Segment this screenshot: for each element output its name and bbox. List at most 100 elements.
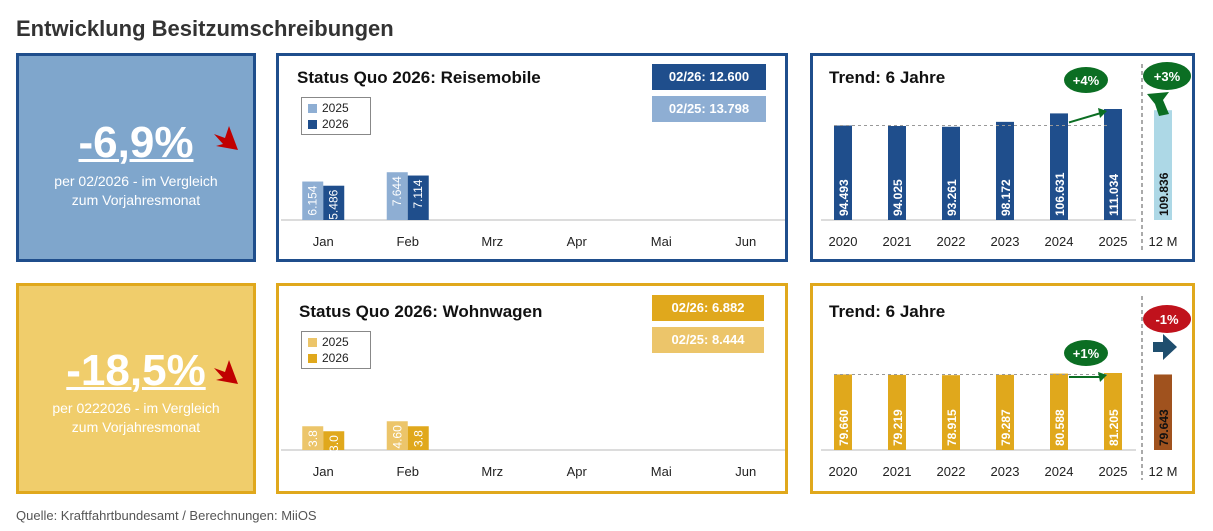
x-tick-label: Apr bbox=[567, 234, 588, 249]
kpi-value: -6,9% bbox=[78, 118, 194, 167]
bar-2026-Jan bbox=[323, 185, 345, 220]
down-right-arrow-icon bbox=[1147, 92, 1169, 116]
bar-2020 bbox=[834, 125, 852, 220]
bar-2025-Feb bbox=[386, 421, 408, 450]
data-label: 109.836 bbox=[1157, 172, 1171, 216]
x-tick-label: Jan bbox=[313, 234, 334, 249]
bar-2024 bbox=[1050, 113, 1068, 220]
x-tick-label: 12 M bbox=[1149, 464, 1178, 479]
kpi-desc-line2: zum Vorjahresmonat bbox=[71, 419, 201, 435]
status-chart-reisemobile: Jan 6.154 5.486 Feb 7.644 7.114 Mrz Apr Mai Jun bbox=[281, 172, 785, 249]
bar-2026-Feb bbox=[407, 426, 429, 450]
data-label: 80.588 bbox=[1053, 409, 1067, 446]
data-label: 4.60 bbox=[390, 425, 404, 449]
panel-title: Trend: 6 Jahre bbox=[829, 68, 946, 87]
legend-item-2026: 2026 bbox=[308, 116, 364, 132]
badge-6y-label: +1% bbox=[1073, 346, 1100, 361]
bar-2020 bbox=[834, 374, 852, 450]
page-title: Entwicklung Besitzumschreibungen bbox=[16, 16, 394, 41]
x-tick-label: Feb bbox=[397, 234, 419, 249]
kpi-desc-line2: zum Vorjahresmonat bbox=[71, 192, 201, 208]
bar-12 M bbox=[1154, 110, 1172, 220]
data-label: 81.205 bbox=[1107, 409, 1121, 446]
x-tick-label: 2024 bbox=[1045, 464, 1074, 479]
badge-6y-label: +4% bbox=[1073, 73, 1100, 88]
data-label: 79.643 bbox=[1157, 409, 1171, 446]
trend-chart-wohnwagen: 2020 79.660 2021 79.219 2022 78.915 2023 79.287… bbox=[821, 296, 1191, 480]
bar-2026-Jan bbox=[323, 431, 345, 450]
data-label: 94.493 bbox=[837, 179, 851, 216]
x-tick-label: 2022 bbox=[937, 234, 966, 249]
bar-12 M bbox=[1154, 374, 1172, 450]
bar-2025-Jan bbox=[302, 426, 324, 450]
bar-2025-Jan bbox=[302, 181, 324, 220]
chart-legend: 2025 2026 bbox=[301, 97, 371, 135]
x-tick-label: 2023 bbox=[991, 234, 1020, 249]
bar-2021 bbox=[888, 126, 906, 220]
trend-panel-wohnwagen: Trend: 6 Jahre 2020 79.660 2021 79.219 2022 7… bbox=[810, 283, 1195, 494]
right-arrow-icon bbox=[1153, 334, 1177, 360]
x-tick-label: Feb bbox=[397, 464, 419, 479]
x-tick-label: 12 M bbox=[1149, 234, 1178, 249]
x-tick-label: Jan bbox=[313, 464, 334, 479]
kpi-value: -18,5% bbox=[66, 346, 206, 395]
tag-2026: 02/26: 6.882 bbox=[652, 295, 764, 321]
data-label: 98.172 bbox=[999, 179, 1013, 216]
status-panel-reisemobile: Status Quo 2026: Reisemobile 02/26: 12.6… bbox=[276, 53, 788, 262]
trend-panel-reisemobile: Trend: 6 Jahre 2020 94.493 2021 94.025 2022 9… bbox=[810, 53, 1195, 262]
data-label: 94.025 bbox=[891, 179, 905, 216]
legend-item-2025: 2025 bbox=[308, 100, 364, 116]
trend-arrow-icon bbox=[1098, 108, 1107, 118]
data-label: 7.114 bbox=[411, 179, 425, 208]
kpi-wohnwagen: -18,5% per 0222026 - im Vergleich zum Vo… bbox=[16, 283, 256, 494]
x-tick-label: Mrz bbox=[481, 464, 503, 479]
panel-title: Trend: 6 Jahre bbox=[829, 302, 946, 321]
down-arrow-icon bbox=[214, 360, 238, 384]
data-label: 111.034 bbox=[1107, 174, 1121, 216]
x-tick-label: Apr bbox=[567, 464, 588, 479]
trend-arrow-line bbox=[1068, 112, 1102, 124]
chart-legend: 2025 2026 bbox=[301, 331, 371, 369]
badge-12m bbox=[1143, 62, 1191, 90]
badge-12m-label: -1% bbox=[1155, 312, 1179, 327]
kpi-reisemobile: -6,9% per 02/2026 - im Vergleich zum Vor… bbox=[16, 53, 256, 262]
x-tick-label: Mrz bbox=[481, 234, 503, 249]
data-label: 106.631 bbox=[1053, 172, 1067, 216]
bar-2022 bbox=[942, 126, 960, 220]
tag-2026: 02/26: 12.600 bbox=[652, 64, 766, 90]
x-tick-label: Jun bbox=[735, 234, 756, 249]
data-label: 93.261 bbox=[945, 179, 959, 216]
bar-2025 bbox=[1104, 109, 1122, 220]
data-label: 7.644 bbox=[390, 176, 404, 206]
bar-2023 bbox=[996, 374, 1014, 450]
tag-2025: 02/25: 13.798 bbox=[652, 96, 766, 122]
x-tick-label: Jun bbox=[735, 464, 756, 479]
status-chart-wohnwagen: Jan 3.8 3.0 Feb 4.60 3.8 Mrz Apr Mai Jun bbox=[281, 421, 785, 479]
data-label: 3.0 bbox=[327, 435, 341, 452]
legend-item-2025: 2025 bbox=[308, 334, 364, 350]
x-tick-label: 2020 bbox=[829, 234, 858, 249]
bar-2025 bbox=[1104, 373, 1122, 450]
x-tick-label: 2023 bbox=[991, 464, 1020, 479]
panel-title: Status Quo 2026: Wohnwagen bbox=[299, 302, 543, 321]
x-tick-label: 2022 bbox=[937, 464, 966, 479]
x-tick-label: Mai bbox=[651, 234, 672, 249]
source-note: Quelle: Kraftfahrtbundesamt / Berechnung… bbox=[16, 508, 317, 523]
status-panel-wohnwagen: Status Quo 2026: Wohnwagen 02/26: 6.882 … bbox=[276, 283, 788, 494]
tag-2025: 02/25: 8.444 bbox=[652, 327, 764, 353]
kpi-desc-line1: per 02/2026 - im Vergleich bbox=[54, 173, 218, 189]
badge-6y bbox=[1064, 67, 1108, 93]
data-label: 78.915 bbox=[945, 409, 959, 446]
bar-2022 bbox=[942, 375, 960, 450]
panel-title: Status Quo 2026: Reisemobile bbox=[297, 68, 541, 87]
data-label: 6.154 bbox=[306, 185, 320, 215]
x-tick-label: Mai bbox=[651, 464, 672, 479]
data-label: 79.219 bbox=[891, 409, 905, 446]
down-arrow-icon bbox=[214, 126, 238, 150]
x-tick-label: 2021 bbox=[883, 464, 912, 479]
bar-2023 bbox=[996, 121, 1014, 220]
x-tick-label: 2020 bbox=[829, 464, 858, 479]
x-tick-label: 2024 bbox=[1045, 234, 1074, 249]
data-label: 79.660 bbox=[837, 409, 851, 446]
x-tick-label: 2025 bbox=[1099, 234, 1128, 249]
